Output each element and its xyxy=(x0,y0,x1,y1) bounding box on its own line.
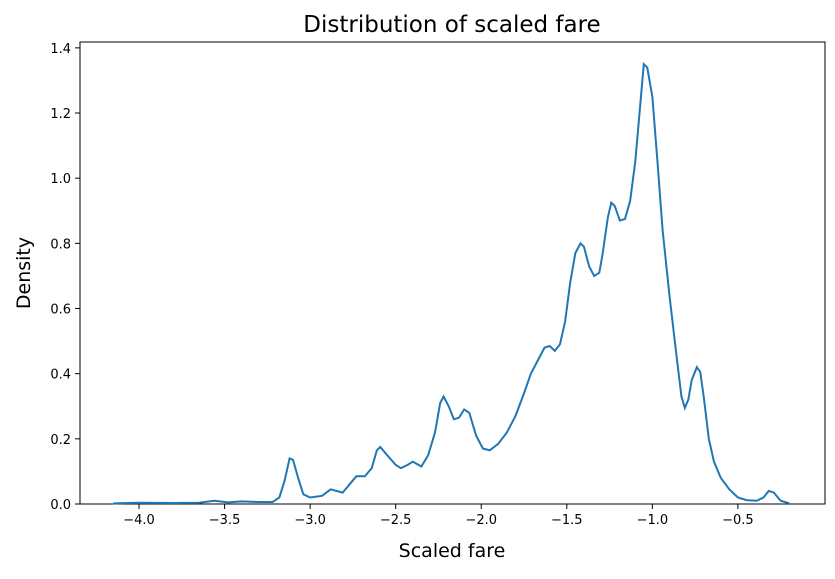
y-tick-label: 0.6 xyxy=(50,303,71,318)
y-tick-label: 0.0 xyxy=(50,498,71,513)
y-tick-label: 1.0 xyxy=(50,172,71,187)
x-axis-label: Scaled fare xyxy=(399,540,506,562)
y-tick-label: 0.4 xyxy=(50,368,71,383)
x-tick-label: −3.5 xyxy=(209,513,241,528)
x-tick-label: −4.0 xyxy=(123,513,155,528)
axes-frame xyxy=(79,41,826,505)
x-tick-label: −1.0 xyxy=(637,513,669,528)
x-tick-label: −3.0 xyxy=(294,513,326,528)
x-tick-label: −2.5 xyxy=(380,513,412,528)
x-tick-label: −2.0 xyxy=(465,513,497,528)
chart-title: Distribution of scaled fare xyxy=(303,12,600,38)
y-axis-label: Density xyxy=(13,237,35,309)
y-tick-label: 0.8 xyxy=(50,237,71,252)
y-tick-label: 0.2 xyxy=(50,433,71,448)
density-line xyxy=(113,61,790,505)
y-tick-label: 1.4 xyxy=(50,42,71,57)
x-tick-label: −1.5 xyxy=(551,513,583,528)
x-tick-label: −0.5 xyxy=(722,513,754,528)
y-tick-label: 1.2 xyxy=(50,107,71,122)
